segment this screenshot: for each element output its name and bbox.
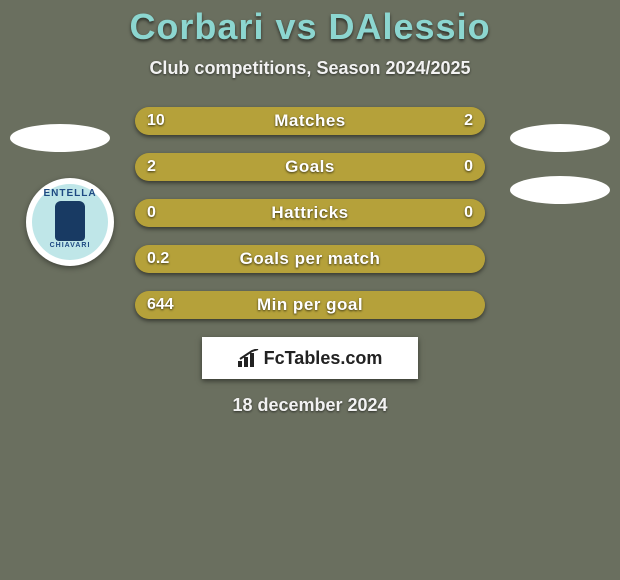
stat-bar-value-right: 0 xyxy=(464,153,473,181)
badge-silhouette-icon xyxy=(55,201,85,241)
comparison-card: Corbari vs DAlessio Club competitions, S… xyxy=(0,0,620,580)
stat-bar-label: Goals xyxy=(135,153,485,181)
right-logo-2 xyxy=(510,176,610,204)
subtitle: Club competitions, Season 2024/2025 xyxy=(0,58,620,79)
brand-box: FcTables.com xyxy=(202,337,418,379)
stat-bar-value-left: 10 xyxy=(147,107,165,135)
stat-bar: Min per goal644 xyxy=(135,291,485,319)
stat-bar-value-left: 0.2 xyxy=(147,245,169,273)
stat-bar-label: Matches xyxy=(135,107,485,135)
brand-chart-icon xyxy=(238,349,260,367)
stat-bar-value-left: 644 xyxy=(147,291,174,319)
badge-line-2: CHIAVARI xyxy=(50,242,91,249)
stat-bar: Goals2 0 xyxy=(135,153,485,181)
stat-bar-value-right: 2 xyxy=(464,107,473,135)
stat-bar-value-left: 2 xyxy=(147,153,156,181)
left-logo-1 xyxy=(10,124,110,152)
date-text: 18 december 2024 xyxy=(0,395,620,416)
stat-bar-label: Min per goal xyxy=(135,291,485,319)
stat-bars: Matches102Goals20Hattricks00Goals per ma… xyxy=(135,107,485,319)
page-title: Corbari vs DAlessio xyxy=(0,6,620,48)
stat-bar: Matches10 2 xyxy=(135,107,485,135)
club-badge-left: ENTELLA CHIAVARI xyxy=(26,178,114,266)
badge-line-1: ENTELLA xyxy=(43,188,96,199)
stat-bar-value-right: 0 xyxy=(464,199,473,227)
right-logo-1 xyxy=(510,124,610,152)
stat-bar-value-left: 0 xyxy=(147,199,156,227)
brand-text: FcTables.com xyxy=(264,348,383,369)
stat-bar: Hattricks0 0 xyxy=(135,199,485,227)
stat-bar-label: Goals per match xyxy=(135,245,485,273)
stat-bar-label: Hattricks xyxy=(135,199,485,227)
club-badge-inner: ENTELLA CHIAVARI xyxy=(32,184,108,260)
stat-bar: Goals per match0.2 xyxy=(135,245,485,273)
